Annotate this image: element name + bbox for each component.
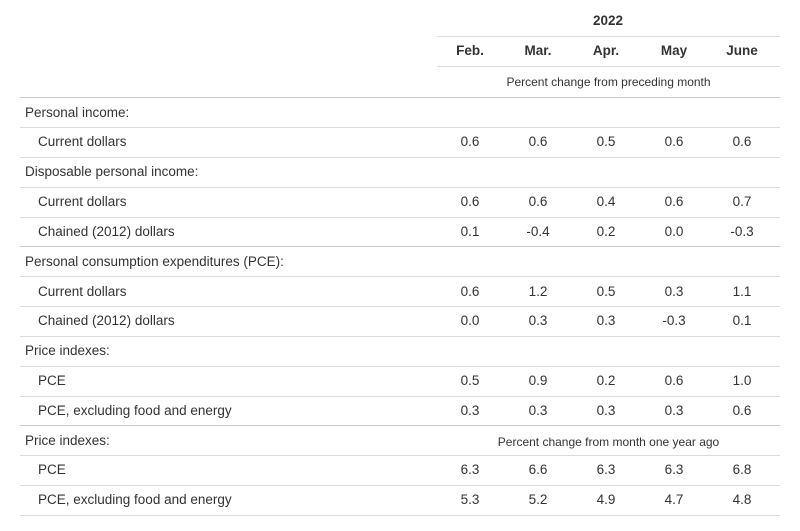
divider [20,217,780,218]
row-label-pce-excluding-food-energy: PCE, excluding food and energy [38,492,232,507]
divider [20,306,780,307]
table-cell: -0.4 [526,224,550,239]
table-cell: 1.2 [528,284,548,299]
table-cell: 0.3 [528,403,548,418]
table-cell: 0.6 [460,284,480,299]
divider [20,246,780,247]
table-cell: 1.1 [732,284,752,299]
divider [20,485,780,486]
table-cell: 0.1 [460,224,480,239]
table-cell: 0.6 [664,194,684,209]
table-cell: 0.5 [596,284,616,299]
table-cell: 4.9 [596,492,616,507]
row-label-disposable-personal-income: Disposable personal income: [25,164,199,179]
divider [20,187,780,188]
row-label-pce: PCE [38,373,66,388]
table-cell: 0.5 [460,373,480,388]
row-label-chained-dollars: Chained (2012) dollars [38,224,175,239]
table-cell: 0.6 [732,134,752,149]
table-cell: 0.1 [732,313,752,328]
divider [20,336,780,337]
table-cell: 0.4 [596,194,616,209]
subheader-month-over-month: Percent change from preceding month [506,75,711,89]
table-cell: 0.0 [664,224,684,239]
row-label-pce: PCE [38,462,66,477]
month-header-mar: Mar. [524,43,552,58]
table-cell: 0.6 [528,134,548,149]
table-cell: 0.6 [664,134,684,149]
divider [20,515,780,516]
row-label-price-indexes: Price indexes: [25,343,110,358]
row-label-chained-dollars: Chained (2012) dollars [38,313,175,328]
table-cell: 0.0 [460,313,480,328]
row-label-current-dollars: Current dollars [38,194,127,209]
month-header-apr: Apr. [592,43,620,58]
divider [20,157,780,158]
month-header-may: May [660,43,688,58]
divider [20,127,780,128]
table-cell: 4.7 [664,492,684,507]
row-label-current-dollars: Current dollars [38,134,127,149]
divider [437,36,780,37]
table-cell: 0.3 [460,403,480,418]
table-cell: 0.2 [596,224,616,239]
table-cell: 1.0 [732,373,752,388]
table-cell: 0.3 [664,403,684,418]
table-cell: 0.6 [664,373,684,388]
table-cell: 5.2 [528,492,548,507]
table-cell: 0.7 [732,194,752,209]
table-cell: 0.2 [596,373,616,388]
month-header-june: June [726,43,758,58]
divider [20,276,780,277]
table-cell: 0.6 [460,194,480,209]
row-label-pce-excluding-food-energy: PCE, excluding food and energy [38,403,232,418]
table-cell: -0.3 [662,313,686,328]
table-cell: 0.9 [528,373,548,388]
divider [20,425,780,426]
row-label-personal-income: Personal income: [25,105,130,120]
table-cell: 6.3 [460,462,480,477]
month-header-feb: Feb. [456,43,484,58]
divider [20,366,780,367]
table-cell: 0.6 [732,403,752,418]
divider [20,455,780,456]
subheader-year-over-year: Percent change from month one year ago [497,435,720,449]
table-cell: 0.6 [528,194,548,209]
table-cell: 6.8 [732,462,752,477]
divider [20,396,780,397]
table-cell: 0.6 [460,134,480,149]
table-cell: 0.3 [664,284,684,299]
row-label-price-indexes: Price indexes: [25,433,110,448]
row-label-pce: Personal consumption expenditures (PCE): [25,254,284,269]
divider [437,66,780,67]
year-header: 2022 [593,13,624,28]
row-label-current-dollars: Current dollars [38,284,127,299]
table-cell: 6.3 [664,462,684,477]
divider [20,97,780,98]
table-cell: 0.3 [528,313,548,328]
table-cell: 0.3 [596,313,616,328]
table-cell: 4.8 [732,492,752,507]
table-cell: 5.3 [460,492,480,507]
table-cell: 0.3 [596,403,616,418]
table-cell: 0.5 [596,134,616,149]
table-cell: 6.3 [596,462,616,477]
table-cell: -0.3 [730,224,754,239]
table-cell: 6.6 [528,462,548,477]
